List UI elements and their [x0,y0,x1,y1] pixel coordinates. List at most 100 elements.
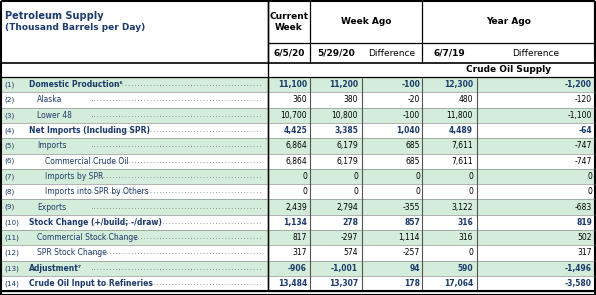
Text: Crude Oil Supply: Crude Oil Supply [466,65,551,75]
Bar [1,108,595,123]
Text: -747: -747 [575,157,592,166]
Text: (4): (4) [4,127,14,134]
Bar [1,169,595,184]
Text: -906: -906 [288,264,307,273]
Text: 0: 0 [415,187,420,196]
Text: 11,800: 11,800 [446,111,473,120]
Text: Crude Oil Input to Refineries: Crude Oil Input to Refineries [29,279,153,288]
Text: 819: 819 [576,218,592,227]
Text: (1): (1) [4,81,14,88]
Text: Domestic Production⁶: Domestic Production⁶ [29,80,123,89]
Text: Year Ago: Year Ago [486,17,531,25]
Text: .......................................................: ........................................… [91,143,263,148]
Text: 12,300: 12,300 [444,80,473,89]
Text: (7): (7) [4,173,14,180]
Text: Stock Change (+/build; -/draw): Stock Change (+/build; -/draw) [29,218,162,227]
Text: 94: 94 [409,264,420,273]
Text: 10,700: 10,700 [280,111,307,120]
Text: 0: 0 [468,187,473,196]
Text: 3,385: 3,385 [334,126,358,135]
Text: 317: 317 [293,248,307,258]
Text: 316: 316 [457,218,473,227]
Bar [1,77,595,92]
Text: (6): (6) [4,158,14,164]
Text: .......................................................: ........................................… [91,220,263,225]
Bar [1,63,595,77]
Text: (14): (14) [4,280,19,287]
Text: (13): (13) [4,265,19,271]
Bar [1,199,595,215]
Text: Imports by SPR: Imports by SPR [45,172,103,181]
Text: SPR Stock Change: SPR Stock Change [37,248,107,258]
Text: 1,134: 1,134 [283,218,307,227]
Text: 4,425: 4,425 [283,126,307,135]
Text: Current
Week: Current Week [269,12,309,32]
Text: 0: 0 [415,172,420,181]
Text: Alaska: Alaska [37,96,63,104]
Bar [1,184,595,199]
Bar [1,245,595,260]
Text: 6,179: 6,179 [336,157,358,166]
Text: .......................................................: ........................................… [91,97,263,102]
Text: .......................................................: ........................................… [91,281,263,286]
Text: (2): (2) [4,97,14,103]
Text: 0: 0 [302,187,307,196]
Bar [1,123,595,138]
Text: 480: 480 [458,96,473,104]
Text: (10): (10) [4,219,19,226]
Text: 5/29/20: 5/29/20 [317,48,355,58]
Text: 0: 0 [353,187,358,196]
Text: -100: -100 [403,111,420,120]
Text: -20: -20 [408,96,420,104]
Text: 590: 590 [457,264,473,273]
Text: 360: 360 [293,96,307,104]
Text: 17,064: 17,064 [444,279,473,288]
Text: .......................................................: ........................................… [91,189,263,194]
Text: 0: 0 [468,172,473,181]
Text: Week Ago: Week Ago [341,17,391,25]
Text: 4,489: 4,489 [449,126,473,135]
Text: Commercial Crude Oil: Commercial Crude Oil [45,157,129,166]
Text: 316: 316 [458,233,473,242]
Text: (8): (8) [4,189,14,195]
Text: (9): (9) [4,204,14,210]
Text: 380: 380 [343,96,358,104]
Text: 6,179: 6,179 [336,141,358,150]
Text: 6,864: 6,864 [285,141,307,150]
Text: 685: 685 [405,141,420,150]
Text: .......................................................: ........................................… [91,235,263,240]
Text: 7,611: 7,611 [451,141,473,150]
Text: 857: 857 [404,218,420,227]
Text: 13,484: 13,484 [278,279,307,288]
Bar [1,215,595,230]
Text: -1,496: -1,496 [565,264,592,273]
Text: Difference: Difference [368,48,415,58]
Text: 178: 178 [404,279,420,288]
Text: 11,100: 11,100 [278,80,307,89]
Text: 0: 0 [587,187,592,196]
Text: 3,122: 3,122 [452,203,473,212]
Text: (11): (11) [4,235,19,241]
Text: -683: -683 [575,203,592,212]
Bar [1,230,595,245]
Text: 0: 0 [468,248,473,258]
Text: .......................................................: ........................................… [91,204,263,209]
Text: -1,100: -1,100 [567,111,592,120]
Text: 6,864: 6,864 [285,157,307,166]
Text: -64: -64 [578,126,592,135]
Text: Difference: Difference [513,48,560,58]
Text: 0: 0 [353,172,358,181]
Text: 317: 317 [578,248,592,258]
Text: 13,307: 13,307 [329,279,358,288]
Bar [1,260,595,276]
Text: 278: 278 [342,218,358,227]
Text: 7,611: 7,611 [451,157,473,166]
Text: 574: 574 [343,248,358,258]
Text: 2,794: 2,794 [336,203,358,212]
Text: (3): (3) [4,112,14,119]
Text: 685: 685 [405,157,420,166]
Text: 1,114: 1,114 [399,233,420,242]
Text: 11,200: 11,200 [329,80,358,89]
Text: 817: 817 [293,233,307,242]
Text: -120: -120 [575,96,592,104]
